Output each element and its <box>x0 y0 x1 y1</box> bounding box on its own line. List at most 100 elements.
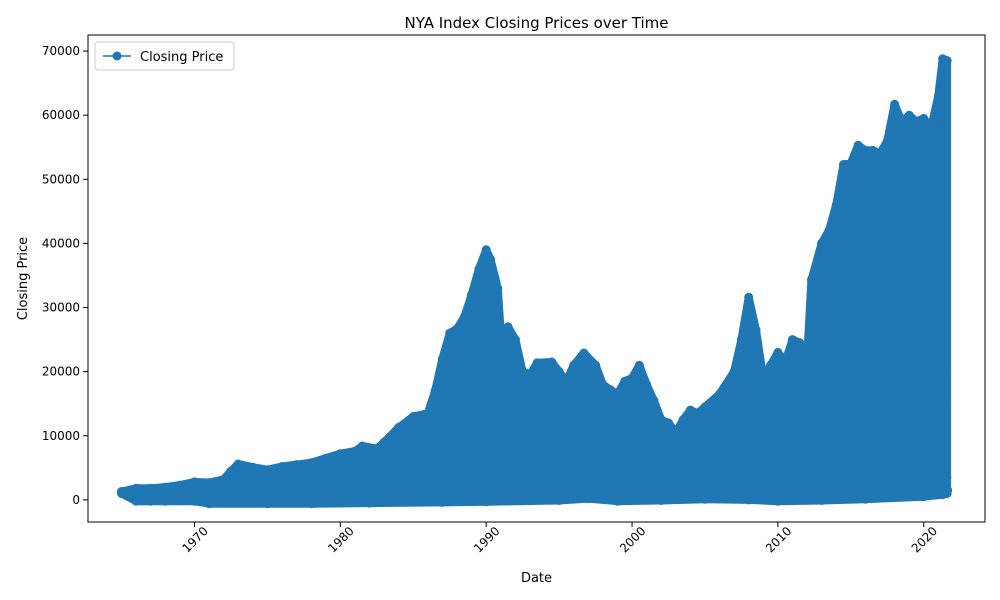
data-point <box>729 367 739 377</box>
data-point <box>481 245 491 255</box>
data-point <box>642 380 652 389</box>
data-point <box>423 408 433 418</box>
data-point <box>678 415 688 425</box>
data-point <box>430 386 440 396</box>
data-point <box>744 495 754 505</box>
data-point <box>452 324 462 334</box>
data-point <box>569 360 579 370</box>
data-point <box>890 99 900 109</box>
legend-marker <box>112 51 122 61</box>
data-point <box>942 56 952 66</box>
data-point <box>612 496 622 506</box>
data-point <box>357 441 367 451</box>
legend-entry: Closing Price <box>140 50 223 65</box>
plot-frame <box>87 34 986 523</box>
data-point <box>474 264 484 274</box>
data-point <box>437 497 447 507</box>
data-point <box>583 494 593 504</box>
data-point <box>780 357 790 367</box>
data-point <box>939 312 950 323</box>
data-point <box>248 462 258 472</box>
x-axis-label: Date <box>521 571 552 586</box>
data-point <box>693 408 703 418</box>
data-point <box>751 325 761 335</box>
chart-title: NYA Index Closing Prices over Time <box>404 14 668 32</box>
y-tick-label: 0 <box>72 493 80 507</box>
data-point <box>806 275 816 285</box>
data-point <box>437 354 447 364</box>
data-point <box>233 459 243 469</box>
data-point <box>919 492 929 502</box>
data-point <box>817 496 827 505</box>
data-point <box>685 405 695 415</box>
data-point <box>933 91 943 101</box>
data-point <box>773 496 783 506</box>
data-point <box>817 238 827 248</box>
data-point <box>620 376 630 386</box>
data-point <box>715 389 724 399</box>
data-point <box>262 499 272 509</box>
y-axis-label: Closing Price <box>16 237 31 320</box>
data-point <box>656 496 666 505</box>
data-point <box>940 398 951 409</box>
y-tick-label: 20000 <box>42 365 80 379</box>
legend-box <box>94 41 235 71</box>
data-point <box>802 354 812 364</box>
data-point <box>503 322 513 332</box>
data-point <box>941 472 952 483</box>
y-tick-label: 70000 <box>42 44 80 58</box>
data-point <box>744 292 754 302</box>
data-point <box>117 489 126 498</box>
data-point <box>664 418 673 428</box>
y-tick-label: 60000 <box>42 108 80 122</box>
y-axis: 0 10000 20000 30000 40000 50000 60000 70000 <box>42 44 88 507</box>
data-point <box>795 338 805 348</box>
data-point <box>911 117 921 127</box>
data-point <box>561 376 571 386</box>
data-point <box>445 328 455 338</box>
data-point <box>634 360 644 370</box>
data-point <box>868 145 878 155</box>
data-point <box>649 396 659 405</box>
data-point <box>408 412 418 421</box>
data-point <box>467 290 477 300</box>
data-point <box>579 348 589 358</box>
data-point <box>700 494 710 504</box>
data-point <box>831 200 841 210</box>
data-point <box>554 367 564 377</box>
data-point <box>853 140 863 150</box>
data-point <box>839 160 848 169</box>
legend: Closing Price <box>94 41 235 71</box>
y-tick-label: 30000 <box>42 301 80 315</box>
data-point <box>204 499 214 509</box>
data-point <box>860 145 870 155</box>
y-tick-label: 40000 <box>42 236 80 250</box>
data-point <box>335 449 345 459</box>
data-point <box>394 422 404 432</box>
data-point <box>612 389 622 399</box>
data-point <box>219 474 229 484</box>
data-point <box>926 123 936 133</box>
data-point <box>591 360 601 370</box>
data-point <box>146 496 156 506</box>
data-point <box>940 421 951 432</box>
data-point <box>875 149 885 159</box>
data-point <box>321 453 331 463</box>
data-point <box>532 358 542 368</box>
data-point <box>175 480 185 490</box>
data-point <box>306 499 316 509</box>
data-point <box>773 347 783 357</box>
data-point <box>350 446 360 456</box>
data-point <box>919 113 929 123</box>
data-point <box>882 136 892 146</box>
data-point <box>554 496 564 505</box>
data-point <box>160 482 170 492</box>
data-point <box>525 370 535 380</box>
data-point <box>736 335 746 345</box>
data-point <box>306 458 316 468</box>
data-point <box>146 483 156 493</box>
data-point <box>496 328 506 338</box>
data-point <box>190 477 199 487</box>
data-point <box>372 444 382 454</box>
